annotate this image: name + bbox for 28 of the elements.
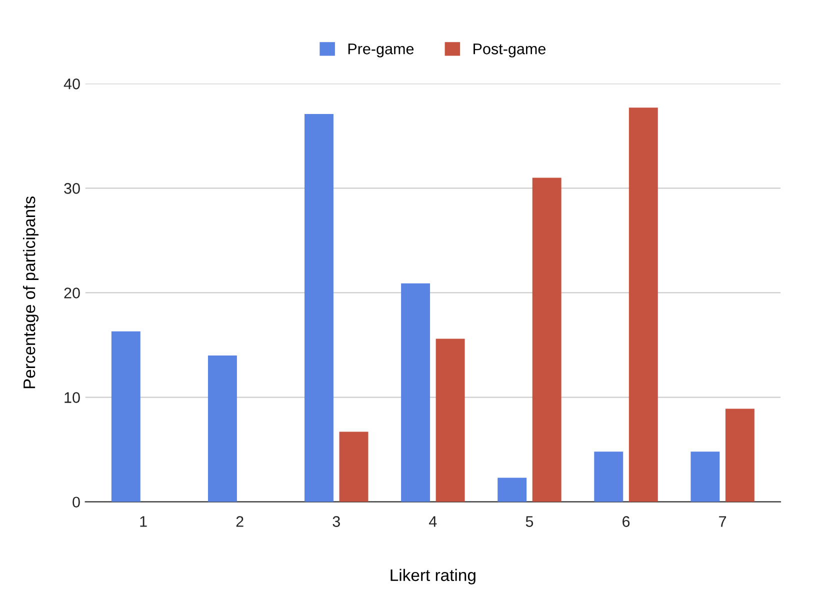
legend-label: Pre-game — [348, 44, 414, 58]
y-tick-label: 40 — [64, 78, 80, 90]
y-tick-label: 10 — [64, 392, 80, 403]
x-tick-label: 5 — [526, 516, 534, 527]
y-tick-label: 0 — [72, 496, 80, 508]
bar — [436, 338, 465, 502]
y-tick-label: 20 — [64, 288, 80, 298]
bar — [690, 452, 720, 502]
bar — [594, 452, 624, 502]
bar — [725, 408, 754, 502]
x-axis-title: Likert rating — [390, 568, 476, 584]
bar — [339, 432, 368, 502]
y-tick-label: 30 — [64, 183, 80, 194]
x-tick-label: 4 — [429, 516, 437, 527]
x-tick-label: 6 — [622, 516, 630, 527]
bar — [401, 283, 430, 502]
bar — [111, 331, 140, 502]
x-tick-label: 2 — [236, 516, 244, 527]
bar — [208, 355, 237, 502]
legend-label: Post-game — [474, 44, 546, 58]
x-tick-label: 3 — [332, 516, 340, 527]
y-axis-title: Percentage of participants — [22, 196, 39, 388]
bar — [532, 178, 562, 502]
bar — [628, 108, 658, 502]
bar — [498, 478, 527, 502]
x-tick-label: 1 — [140, 516, 147, 527]
bar — [304, 114, 334, 502]
x-tick-label: 7 — [719, 516, 726, 527]
